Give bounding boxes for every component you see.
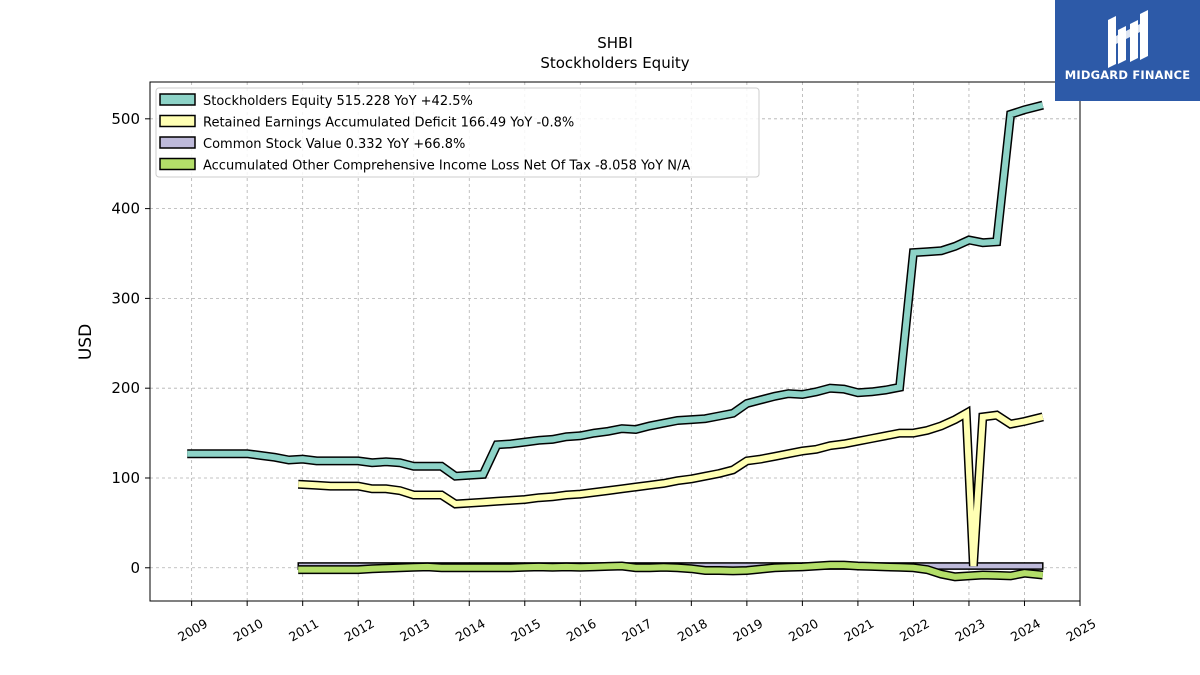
- x-tick-label: 2021: [841, 616, 876, 645]
- legend-swatch: [159, 157, 196, 171]
- y-axis-label: USD: [76, 324, 96, 360]
- legend-box: [155, 87, 760, 178]
- series-outline: [297, 405, 1044, 567]
- x-tick-label: 2010: [231, 616, 266, 645]
- x-tick-label: 2013: [397, 616, 432, 645]
- legend-swatch: [159, 93, 196, 106]
- y-tick-label: 300: [111, 289, 140, 307]
- midgard-logo-icon: [1108, 10, 1148, 68]
- x-tick-label: 2018: [675, 616, 710, 645]
- legend-swatch: [159, 136, 196, 149]
- x-tick-label: 2016: [564, 616, 599, 645]
- y-tick-label: 500: [111, 110, 140, 128]
- x-tick-label: 2012: [342, 616, 377, 645]
- y-tick-label: 0: [130, 559, 140, 577]
- series-fill: [298, 562, 1044, 580]
- legend: Stockholders Equity 515.228 YoY +42.5% Re…: [155, 87, 760, 178]
- x-tick-label: 2011: [286, 616, 321, 645]
- legend-label: Common Stock Value 0.332 YoY +66.8%: [203, 137, 465, 152]
- series-fill: [187, 102, 1044, 480]
- brand-logo: MIDGARD FINANCE: [1055, 0, 1200, 101]
- series-line-3: [298, 560, 1044, 582]
- series-layer: [187, 100, 1044, 582]
- plot-frame: [149, 81, 1081, 602]
- brand-name: MIDGARD FINANCE: [1064, 68, 1191, 82]
- y-tick-label: 400: [111, 200, 140, 218]
- x-tick-label: 2019: [730, 616, 765, 645]
- series-fill: [298, 408, 1044, 567]
- legend-label: Stockholders Equity 515.228 YoY +42.5%: [203, 94, 473, 109]
- x-tick-label: 2014: [453, 616, 488, 645]
- x-tick-label: 2020: [786, 616, 821, 645]
- legend-label: Accumulated Other Comprehensive Income L…: [203, 159, 690, 174]
- y-tick-label: 200: [111, 379, 140, 397]
- x-tick-label: 2025: [1063, 616, 1098, 645]
- chart-title: SHBI: [597, 34, 633, 52]
- y-tick-label: 100: [111, 469, 140, 487]
- x-axis-ticks: 2009 2010 2011 2012 2013 2014 2015 2016 2017 2018…: [175, 601, 1099, 645]
- series-line-0: [187, 100, 1044, 481]
- chart-subtitle: Stockholders Equity: [540, 54, 689, 72]
- x-tick-label: 2017: [619, 616, 654, 645]
- y-axis-ticks: 0 100 200 300 400 500: [111, 110, 150, 577]
- series-line-1: [297, 405, 1044, 567]
- x-tick-label: 2022: [897, 616, 932, 645]
- legend-swatch: [159, 114, 196, 128]
- legend-label: Retained Earnings Accumulated Deficit 16…: [203, 116, 574, 131]
- x-tick-label: 2009: [175, 616, 210, 645]
- x-tick-label: 2015: [508, 616, 543, 645]
- x-tick-label: 2023: [952, 616, 987, 645]
- x-tick-label: 2024: [1008, 616, 1043, 645]
